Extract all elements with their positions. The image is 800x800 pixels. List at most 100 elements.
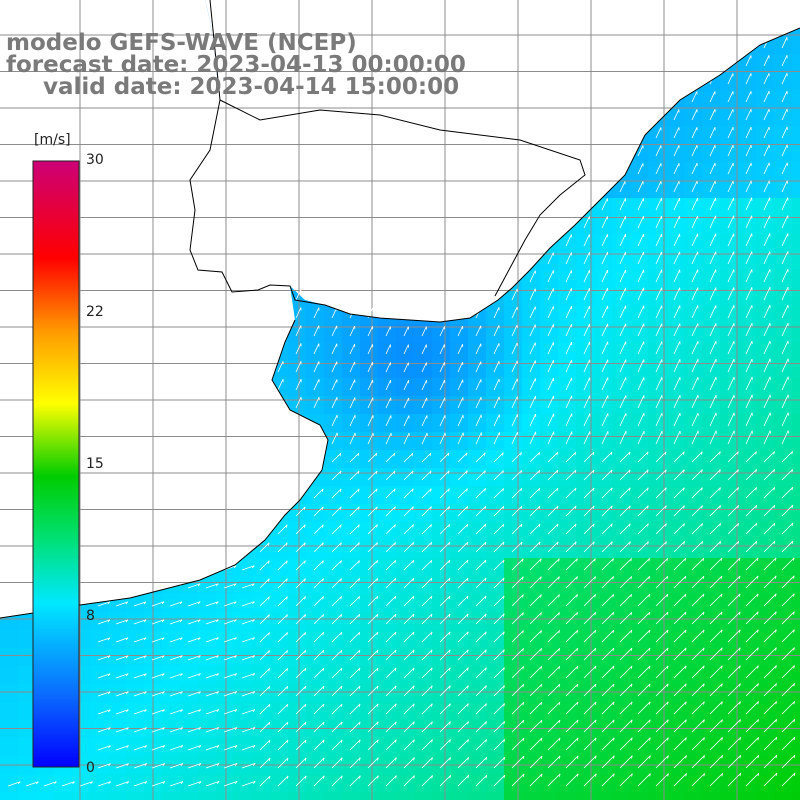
wind-arrow bbox=[709, 683, 723, 697]
field-cell bbox=[342, 720, 361, 739]
wind-arrowhead bbox=[520, 506, 523, 510]
field-cell bbox=[288, 522, 307, 541]
field-cell bbox=[630, 504, 649, 523]
field-cell bbox=[522, 612, 541, 631]
wind-arrow bbox=[745, 197, 753, 211]
wind-arrow bbox=[547, 342, 554, 355]
field-cell bbox=[450, 702, 469, 721]
wind-arrowhead bbox=[775, 647, 777, 651]
field-cell bbox=[126, 666, 145, 685]
wind-arrow bbox=[745, 180, 752, 193]
field-cell bbox=[756, 558, 775, 577]
wind-arrow bbox=[655, 287, 663, 301]
wind-arrow bbox=[583, 505, 595, 517]
field-cell bbox=[0, 630, 19, 649]
wind-arrowhead bbox=[485, 703, 487, 707]
wind-arrow bbox=[709, 541, 721, 553]
wind-arrow bbox=[331, 614, 342, 625]
field-cell bbox=[468, 666, 487, 685]
field-cell bbox=[342, 594, 361, 613]
field-cell bbox=[540, 684, 559, 703]
wind-arrow bbox=[115, 637, 129, 643]
wind-arrow bbox=[745, 719, 759, 733]
wind-arrowhead bbox=[574, 541, 577, 545]
wind-arrow bbox=[727, 394, 735, 409]
field-cell bbox=[486, 504, 505, 523]
wind-arrowhead bbox=[646, 469, 649, 473]
wind-arrowhead bbox=[576, 666, 579, 670]
field-cell bbox=[288, 702, 307, 721]
field-cell bbox=[486, 468, 505, 487]
field-cell bbox=[270, 594, 289, 613]
field-cell bbox=[162, 666, 181, 685]
wind-arrow bbox=[295, 396, 302, 409]
wind-arrowhead bbox=[522, 684, 525, 688]
wind-arrow bbox=[583, 234, 590, 247]
field-cell bbox=[18, 774, 37, 793]
wind-arrowhead bbox=[502, 506, 505, 510]
wind-arrowhead bbox=[775, 737, 778, 741]
field-cell bbox=[162, 612, 181, 631]
wind-arrow bbox=[547, 541, 559, 553]
wind-arrowhead bbox=[252, 601, 255, 605]
wind-arrowhead bbox=[540, 594, 542, 598]
wind-arrow bbox=[547, 452, 558, 463]
wind-arrowhead bbox=[161, 601, 165, 605]
wind-arrowhead bbox=[540, 755, 543, 759]
field-cell bbox=[324, 720, 343, 739]
wind-arrow bbox=[97, 727, 111, 733]
wind-arrow bbox=[583, 270, 590, 283]
wind-arrow bbox=[583, 683, 597, 697]
field-cell bbox=[792, 36, 800, 55]
wind-arrowhead bbox=[252, 583, 255, 587]
wind-arrow bbox=[457, 470, 468, 481]
wind-arrow bbox=[655, 215, 662, 229]
field-cell bbox=[792, 720, 800, 739]
field-cell bbox=[342, 558, 361, 577]
field-cell bbox=[360, 504, 379, 523]
field-cell bbox=[288, 738, 307, 757]
wind-arrow bbox=[547, 431, 555, 445]
wind-arrowhead bbox=[701, 541, 703, 545]
wind-arrow bbox=[295, 343, 302, 355]
wind-arrow bbox=[619, 431, 627, 445]
wind-arrowhead bbox=[216, 709, 220, 713]
wind-arrowhead bbox=[412, 649, 415, 653]
wind-arrow bbox=[25, 781, 39, 787]
wind-arrowhead bbox=[522, 666, 525, 670]
wind-arrow bbox=[511, 701, 525, 715]
field-cell bbox=[180, 720, 199, 739]
wind-arrow bbox=[277, 721, 289, 733]
field-cell bbox=[288, 540, 307, 559]
wind-arrowhead bbox=[411, 453, 414, 457]
wind-arrowhead bbox=[322, 757, 325, 761]
field-cell bbox=[756, 666, 775, 685]
wind-arrowhead bbox=[233, 583, 237, 587]
field-cell bbox=[270, 666, 289, 685]
field-cell bbox=[198, 630, 217, 649]
wind-arrow bbox=[421, 559, 433, 571]
wind-arrow bbox=[511, 470, 522, 481]
wind-arrowhead bbox=[377, 757, 379, 761]
field-cell bbox=[288, 558, 307, 577]
wind-arrowhead bbox=[430, 524, 432, 528]
wind-arrow bbox=[709, 593, 723, 607]
field-cell bbox=[288, 576, 307, 595]
field-cell bbox=[486, 450, 505, 469]
wind-arrow bbox=[367, 775, 379, 787]
wind-arrow bbox=[529, 558, 542, 571]
wind-arrow bbox=[313, 307, 320, 319]
wind-arrowhead bbox=[358, 667, 361, 672]
wind-arrowhead bbox=[702, 647, 705, 651]
wind-arrowhead bbox=[684, 593, 687, 598]
wind-arrow bbox=[781, 73, 788, 85]
wind-arrow bbox=[655, 145, 662, 157]
field-cell bbox=[432, 666, 451, 685]
wind-arrow bbox=[493, 523, 505, 535]
field-cell bbox=[396, 738, 415, 757]
wind-arrow bbox=[583, 377, 591, 391]
wind-arrow bbox=[691, 683, 705, 697]
wind-arrow bbox=[781, 665, 795, 679]
field-cell bbox=[306, 792, 325, 800]
wind-arrow bbox=[691, 233, 699, 247]
